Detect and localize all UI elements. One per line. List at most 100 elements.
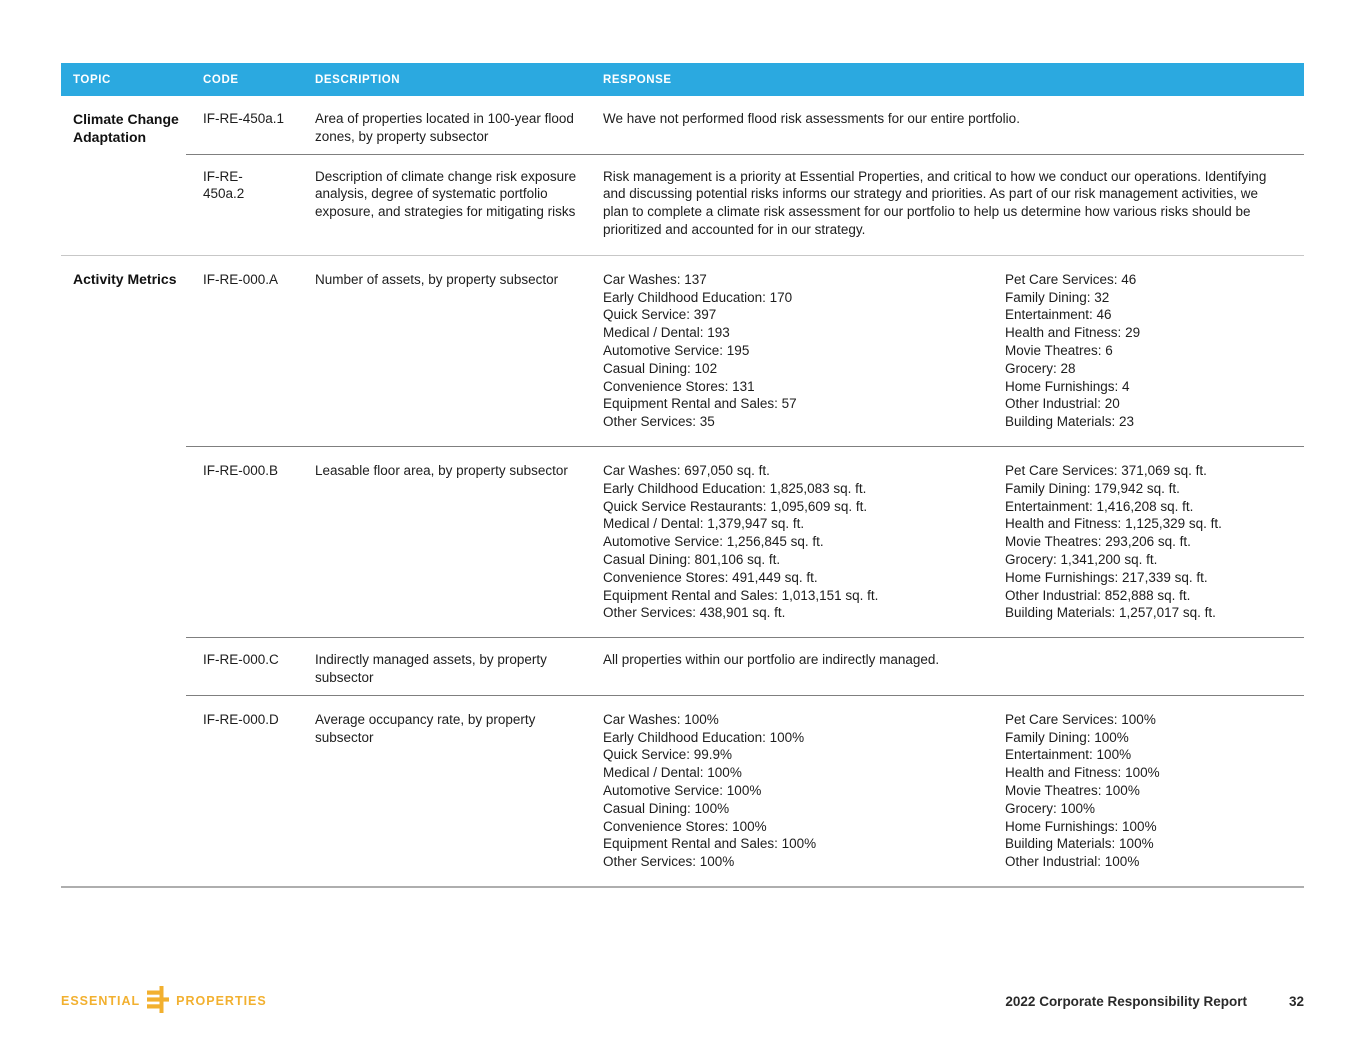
- table-body: Climate Change Adaptation IF-RE-450a.1 A…: [61, 96, 1304, 888]
- section-activity-metrics: Activity Metrics IF-RE-000.A Number of a…: [61, 254, 1304, 886]
- code-cell: IF-RE-450a.1: [203, 111, 285, 126]
- response-list-line: Automotive Service: 1,256,845 sq. ft.: [603, 534, 824, 550]
- response-cell: All properties within our portfolio are …: [603, 652, 940, 668]
- response-list-line: Home Furnishings: 217,339 sq. ft.: [1005, 569, 1208, 585]
- description-cell: Indirectly managed assets, by property s…: [315, 652, 547, 685]
- response-list-line: Building Materials: 100%: [1005, 836, 1154, 852]
- response-cell: We have not performed flood risk assessm…: [603, 111, 1020, 126]
- report-title: 2022 Corporate Responsibility Report: [1005, 993, 1247, 1009]
- description-cell: Area of properties located in 100-year f…: [315, 111, 574, 144]
- response-list-line: Equipment Rental and Sales: 100%: [603, 836, 817, 852]
- response-list-line: Other Services: 100%: [603, 854, 735, 870]
- response-list-right: Pet Care Services: 46 Family Dining: 32 En…: [1005, 271, 1270, 431]
- response-list-line: Health and Fitness: 1,125,329 sq. ft.: [1005, 516, 1222, 532]
- page-number: 32: [1288, 993, 1304, 1009]
- response-list-line: Convenience Stores: 100%: [603, 818, 767, 834]
- logo-text-essential: ESSENTIAL: [61, 994, 141, 1008]
- description-cell: Average occupancy rate, by property subs…: [315, 711, 536, 745]
- response-list-line: Casual Dining: 100%: [603, 800, 730, 816]
- response-list-line: Entertainment: 46: [1005, 307, 1112, 323]
- response-list-line: Medical / Dental: 100%: [603, 765, 742, 781]
- topic-label: Climate Change Adaptation: [73, 111, 179, 145]
- code-cell: IF-RE-000.D: [203, 711, 279, 727]
- response-list-left: Car Washes: 137 Early Childhood Education…: [603, 271, 1005, 431]
- response-list-line: Movie Theatres: 100%: [1005, 782, 1140, 798]
- response-list-line: Convenience Stores: 491,449 sq. ft.: [603, 569, 818, 585]
- response-list-line: Quick Service Restaurants: 1,095,609 sq.…: [603, 498, 868, 514]
- logo-text-properties: PROPERTIES: [176, 994, 267, 1008]
- response-list-line: Pet Care Services: 100%: [1005, 711, 1156, 727]
- description-cell: Description of climate change risk expos…: [315, 168, 577, 220]
- response-list-line: Equipment Rental and Sales: 1,013,151 sq…: [603, 587, 879, 603]
- response-list-left: Car Washes: 697,050 sq. ft. Early Childho…: [603, 462, 1005, 622]
- response-list-line: Grocery: 28: [1005, 360, 1076, 376]
- table-row: IF-RE- 450a.2 Description of climate cha…: [186, 153, 1304, 255]
- response-list-line: Home Furnishings: 4: [1005, 378, 1130, 394]
- response-list-line: Early Childhood Education: 1,825,083 sq.…: [603, 480, 867, 496]
- response-cell: Car Washes: 100% Early Childhood Educatio…: [591, 711, 1304, 871]
- response-list-line: Pet Care Services: 46: [1005, 271, 1137, 287]
- description-cell: Number of assets, by property subsector: [315, 271, 559, 287]
- response-list-line: Equipment Rental and Sales: 57: [603, 396, 797, 412]
- response-list-line: Movie Theatres: 293,206 sq. ft.: [1005, 534, 1191, 550]
- response-list-line: Car Washes: 137: [603, 271, 707, 287]
- response-list-line: Family Dining: 32: [1005, 289, 1110, 305]
- response-cell: Car Washes: 697,050 sq. ft. Early Childho…: [591, 462, 1304, 622]
- response-cell: Car Washes: 137 Early Childhood Education…: [591, 271, 1304, 431]
- response-list-line: Building Materials: 23: [1005, 414, 1135, 430]
- table-row: IF-RE-000.C Indirectly managed assets, b…: [186, 637, 1304, 695]
- response-columns: Car Washes: 137 Early Childhood Education…: [603, 271, 1270, 431]
- code-cell: IF-RE-000.B: [203, 462, 279, 478]
- response-list-line: Health and Fitness: 29: [1005, 325, 1141, 341]
- code-cell: IF-RE-000.C: [203, 652, 279, 668]
- table-header-rest: CODE DESCRIPTION RESPONSE: [186, 74, 1304, 86]
- essential-properties-logo: ESSENTIAL PROPERTIES: [61, 986, 267, 1016]
- response-list-right: Pet Care Services: 100% Family Dining: 10…: [1005, 711, 1270, 871]
- response-list-line: Home Furnishings: 100%: [1005, 818, 1157, 834]
- essential-properties-logo-mark-icon: [147, 986, 170, 1016]
- column-header-response: RESPONSE: [603, 73, 672, 86]
- response-list-line: Automotive Service: 195: [603, 342, 750, 358]
- table-header-row: TOPIC CODE DESCRIPTION RESPONSE: [61, 63, 1304, 96]
- response-list-line: Car Washes: 697,050 sq. ft.: [603, 462, 770, 478]
- response-list-line: Other Services: 438,901 sq. ft.: [603, 605, 786, 621]
- response-list-line: Family Dining: 179,942 sq. ft.: [1005, 480, 1180, 496]
- table-row: IF-RE-000.B Leasable floor area, by prop…: [186, 445, 1304, 637]
- topic-label: Activity Metrics: [73, 270, 177, 287]
- response-list-line: Automotive Service: 100%: [603, 782, 762, 798]
- section-rows: IF-RE-450a.1 Area of properties located …: [186, 96, 1304, 255]
- response-list-line: Family Dining: 100%: [1005, 729, 1129, 745]
- code-cell: IF-RE- 450a.2: [203, 168, 245, 202]
- response-list-line: Grocery: 100%: [1005, 800, 1096, 816]
- response-list-line: Health and Fitness: 100%: [1005, 765, 1160, 781]
- footer-right: 2022 Corporate Responsibility Report 32: [1005, 994, 1304, 1009]
- section-rows: IF-RE-000.A Number of assets, by propert…: [186, 256, 1304, 886]
- description-cell: Leasable floor area, by property subsect…: [315, 462, 568, 478]
- column-header-code: CODE: [203, 73, 239, 86]
- table-row: IF-RE-450a.1 Area of properties located …: [186, 96, 1304, 154]
- response-list-line: Other Services: 35: [603, 414, 715, 430]
- response-list-line: Casual Dining: 801,106 sq. ft.: [603, 551, 781, 567]
- response-list-line: Quick Service: 397: [603, 307, 717, 323]
- response-list-left: Car Washes: 100% Early Childhood Educatio…: [603, 711, 1005, 871]
- response-list-line: Movie Theatres: 6: [1005, 342, 1113, 358]
- response-list-line: Other Industrial: 852,888 sq. ft.: [1005, 587, 1191, 603]
- table-row: IF-RE-000.A Number of assets, by propert…: [186, 256, 1304, 446]
- response-list-line: Convenience Stores: 131: [603, 378, 755, 394]
- response-list-right: Pet Care Services: 371,069 sq. ft. Family…: [1005, 462, 1270, 622]
- column-header-topic: TOPIC: [73, 73, 111, 86]
- response-list-line: Other Industrial: 20: [1005, 396, 1120, 412]
- response-list-line: Early Childhood Education: 100%: [603, 729, 805, 745]
- response-list-line: Car Washes: 100%: [603, 711, 719, 727]
- disclosure-table: TOPIC CODE DESCRIPTION RESPONSE Climate …: [61, 63, 1304, 888]
- section-climate-change-adaptation: Climate Change Adaptation IF-RE-450a.1 A…: [61, 96, 1304, 255]
- table-row: IF-RE-000.D Average occupancy rate, by p…: [186, 694, 1304, 886]
- response-list-line: Entertainment: 1,416,208 sq. ft.: [1005, 498, 1194, 514]
- response-columns: Car Washes: 100% Early Childhood Educatio…: [603, 711, 1270, 871]
- response-list-line: Medical / Dental: 1,379,947 sq. ft.: [603, 516, 805, 532]
- column-header-description: DESCRIPTION: [315, 73, 401, 86]
- response-columns: Car Washes: 697,050 sq. ft. Early Childho…: [603, 462, 1270, 622]
- response-list-line: Grocery: 1,341,200 sq. ft.: [1005, 551, 1158, 567]
- response-list-line: Quick Service: 99.9%: [603, 747, 733, 763]
- response-list-line: Early Childhood Education: 170: [603, 289, 793, 305]
